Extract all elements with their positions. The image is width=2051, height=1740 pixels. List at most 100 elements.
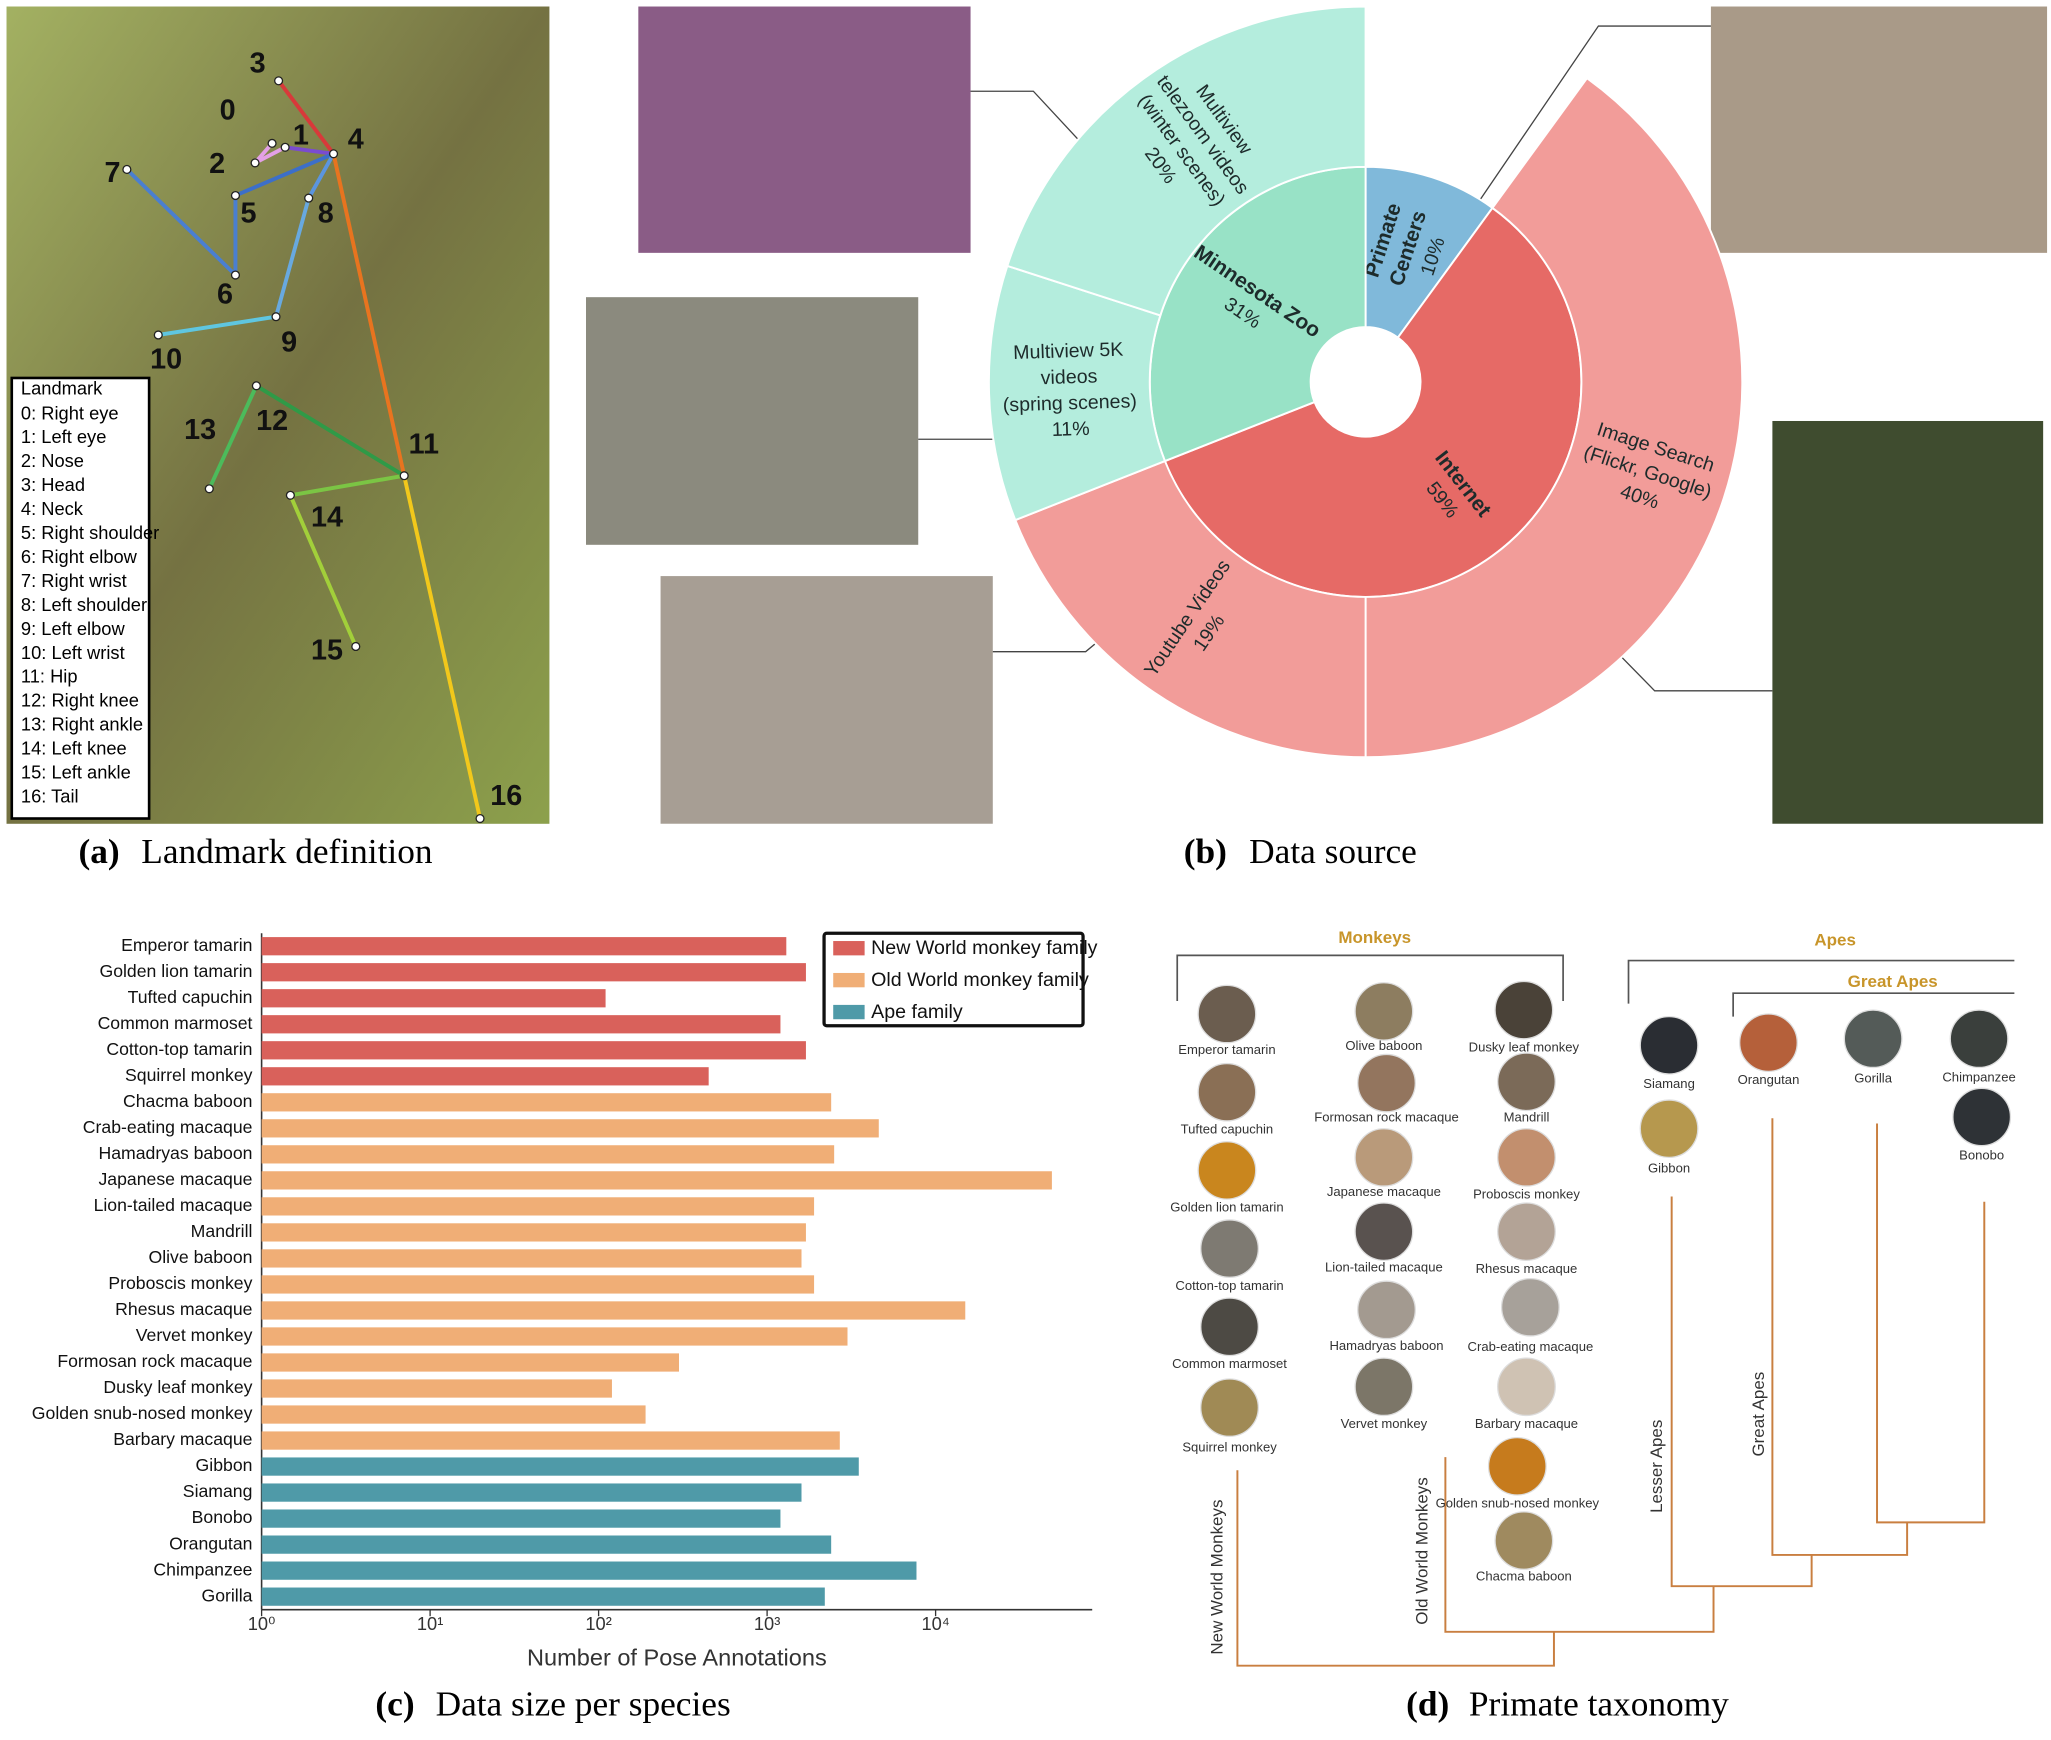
keypoint bbox=[267, 138, 277, 148]
bar bbox=[261, 1561, 917, 1580]
species-label: Gibbon bbox=[1648, 1161, 1690, 1176]
species-photo bbox=[1494, 1511, 1554, 1570]
species-photo bbox=[1357, 1053, 1416, 1113]
keypoint bbox=[475, 813, 485, 824]
species-label: Dusky leaf monkey bbox=[1469, 1039, 1580, 1054]
species-label: Rhesus macaque bbox=[1476, 1261, 1578, 1276]
species-photo bbox=[1494, 980, 1554, 1040]
keypoint-label: 6 bbox=[217, 278, 233, 310]
branch-label: Lesser Apes bbox=[1647, 1420, 1666, 1513]
species-photo bbox=[1200, 1297, 1259, 1357]
landmark-item: 12: Right knee bbox=[21, 690, 139, 711]
y-tick-label: Mandrill bbox=[191, 1221, 253, 1241]
species-label: Golden lion tamarin bbox=[1170, 1200, 1283, 1215]
caption: Data size per species bbox=[436, 1685, 731, 1724]
bar bbox=[261, 1483, 802, 1502]
skeleton-line bbox=[274, 197, 311, 318]
keypoint-label: 10 bbox=[150, 344, 182, 376]
caption: Primate taxonomy bbox=[1469, 1685, 1729, 1724]
skeleton-line bbox=[125, 168, 237, 277]
y-tick-label: Japanese macaque bbox=[98, 1169, 252, 1189]
species-photo bbox=[1497, 1052, 1556, 1112]
branch-label: New World Monkeys bbox=[1207, 1500, 1226, 1655]
sunburst-segment bbox=[1364, 76, 1744, 759]
keypoint-label: 15 bbox=[311, 634, 343, 666]
photo bbox=[586, 297, 919, 545]
landmark-item: 6: Right elbow bbox=[21, 546, 138, 567]
x-tick-label: 10¹ bbox=[417, 1613, 443, 1634]
x-tick-label: 10² bbox=[585, 1613, 611, 1634]
species-photo bbox=[1357, 1280, 1416, 1340]
species-photo bbox=[1639, 1015, 1699, 1075]
group-label: Monkeys bbox=[1338, 928, 1411, 947]
caption: Data source bbox=[1249, 832, 1417, 871]
species-label: Orangutan bbox=[1738, 1072, 1800, 1087]
y-tick-label: Vervet monkey bbox=[136, 1325, 253, 1345]
species-photo bbox=[1949, 1009, 2009, 1069]
keypoint-label: 11 bbox=[409, 428, 439, 460]
landmark-item: 1: Left eye bbox=[21, 426, 106, 447]
landmark-item: 4: Neck bbox=[21, 498, 84, 519]
bar bbox=[261, 1301, 966, 1320]
bar bbox=[261, 1275, 815, 1294]
landmark-item: 11: Hip bbox=[21, 666, 78, 687]
landmark-title: Landmark bbox=[21, 378, 103, 399]
landmark-item: 16: Tail bbox=[21, 786, 79, 807]
branch bbox=[1771, 1118, 1909, 1556]
keypoint bbox=[204, 484, 214, 494]
species-label: Formosan rock macaque bbox=[1314, 1110, 1459, 1125]
species-photo bbox=[1500, 1277, 1560, 1337]
species-photo bbox=[1200, 1378, 1259, 1437]
species-label: Vervet monkey bbox=[1341, 1416, 1428, 1431]
photo bbox=[638, 6, 971, 253]
branch bbox=[1876, 1123, 1986, 1524]
branch bbox=[1444, 1457, 1715, 1633]
keypoint-label: 3 bbox=[250, 48, 266, 80]
skeleton-line bbox=[290, 473, 405, 498]
species-label: Hamadryas baboon bbox=[1329, 1338, 1443, 1353]
y-tick-label: Olive baboon bbox=[148, 1247, 252, 1267]
y-tick-label: Formosan rock macaque bbox=[57, 1351, 252, 1371]
bar bbox=[261, 1379, 612, 1398]
keypoint bbox=[328, 149, 339, 159]
bar bbox=[261, 963, 806, 982]
species-photo bbox=[1354, 1357, 1414, 1417]
species-label: Golden snub-nosed monkey bbox=[1436, 1496, 1600, 1511]
skeleton-line bbox=[207, 384, 259, 490]
species-label: Mandrill bbox=[1504, 1110, 1550, 1125]
legend-swatch bbox=[833, 1004, 865, 1020]
species-photo bbox=[1497, 1128, 1556, 1187]
branch-label: Great Apes bbox=[1749, 1372, 1768, 1457]
y-tick-label: Barbary macaque bbox=[113, 1429, 252, 1449]
keypoint bbox=[122, 164, 132, 174]
species-photo bbox=[1354, 982, 1414, 1041]
bar bbox=[261, 1405, 646, 1424]
legend-label: Ape family bbox=[871, 1001, 963, 1023]
bar bbox=[261, 1067, 709, 1086]
taxonomy-tree bbox=[1236, 1118, 1986, 1667]
species-label: Japanese macaque bbox=[1327, 1184, 1441, 1199]
segment-name: videos bbox=[1040, 365, 1098, 389]
y-tick-label: Emperor tamarin bbox=[121, 935, 252, 955]
segment-name: Multiview 5K bbox=[1013, 339, 1124, 364]
species-photo bbox=[1487, 1436, 1547, 1496]
y-tick-label: Proboscis monkey bbox=[108, 1273, 252, 1293]
y-tick-label: Cotton-top tamarin bbox=[106, 1039, 252, 1059]
bar bbox=[261, 1431, 840, 1450]
species-label: Lion-tailed macaque bbox=[1325, 1260, 1443, 1275]
bar bbox=[261, 1093, 832, 1112]
species-photo bbox=[1354, 1202, 1414, 1262]
caption: Landmark definition bbox=[141, 832, 433, 871]
keypoint-label: 16 bbox=[490, 780, 522, 812]
skeleton-line bbox=[331, 153, 407, 477]
skeleton-line bbox=[288, 494, 358, 648]
species-photo bbox=[1497, 1202, 1556, 1262]
species-label: Barbary macaque bbox=[1475, 1416, 1578, 1431]
bar bbox=[261, 1119, 879, 1138]
bar bbox=[261, 1015, 781, 1034]
keypoint-label: 8 bbox=[318, 198, 334, 230]
y-tick-label: Common marmoset bbox=[98, 1013, 253, 1033]
keypoint bbox=[251, 381, 261, 391]
